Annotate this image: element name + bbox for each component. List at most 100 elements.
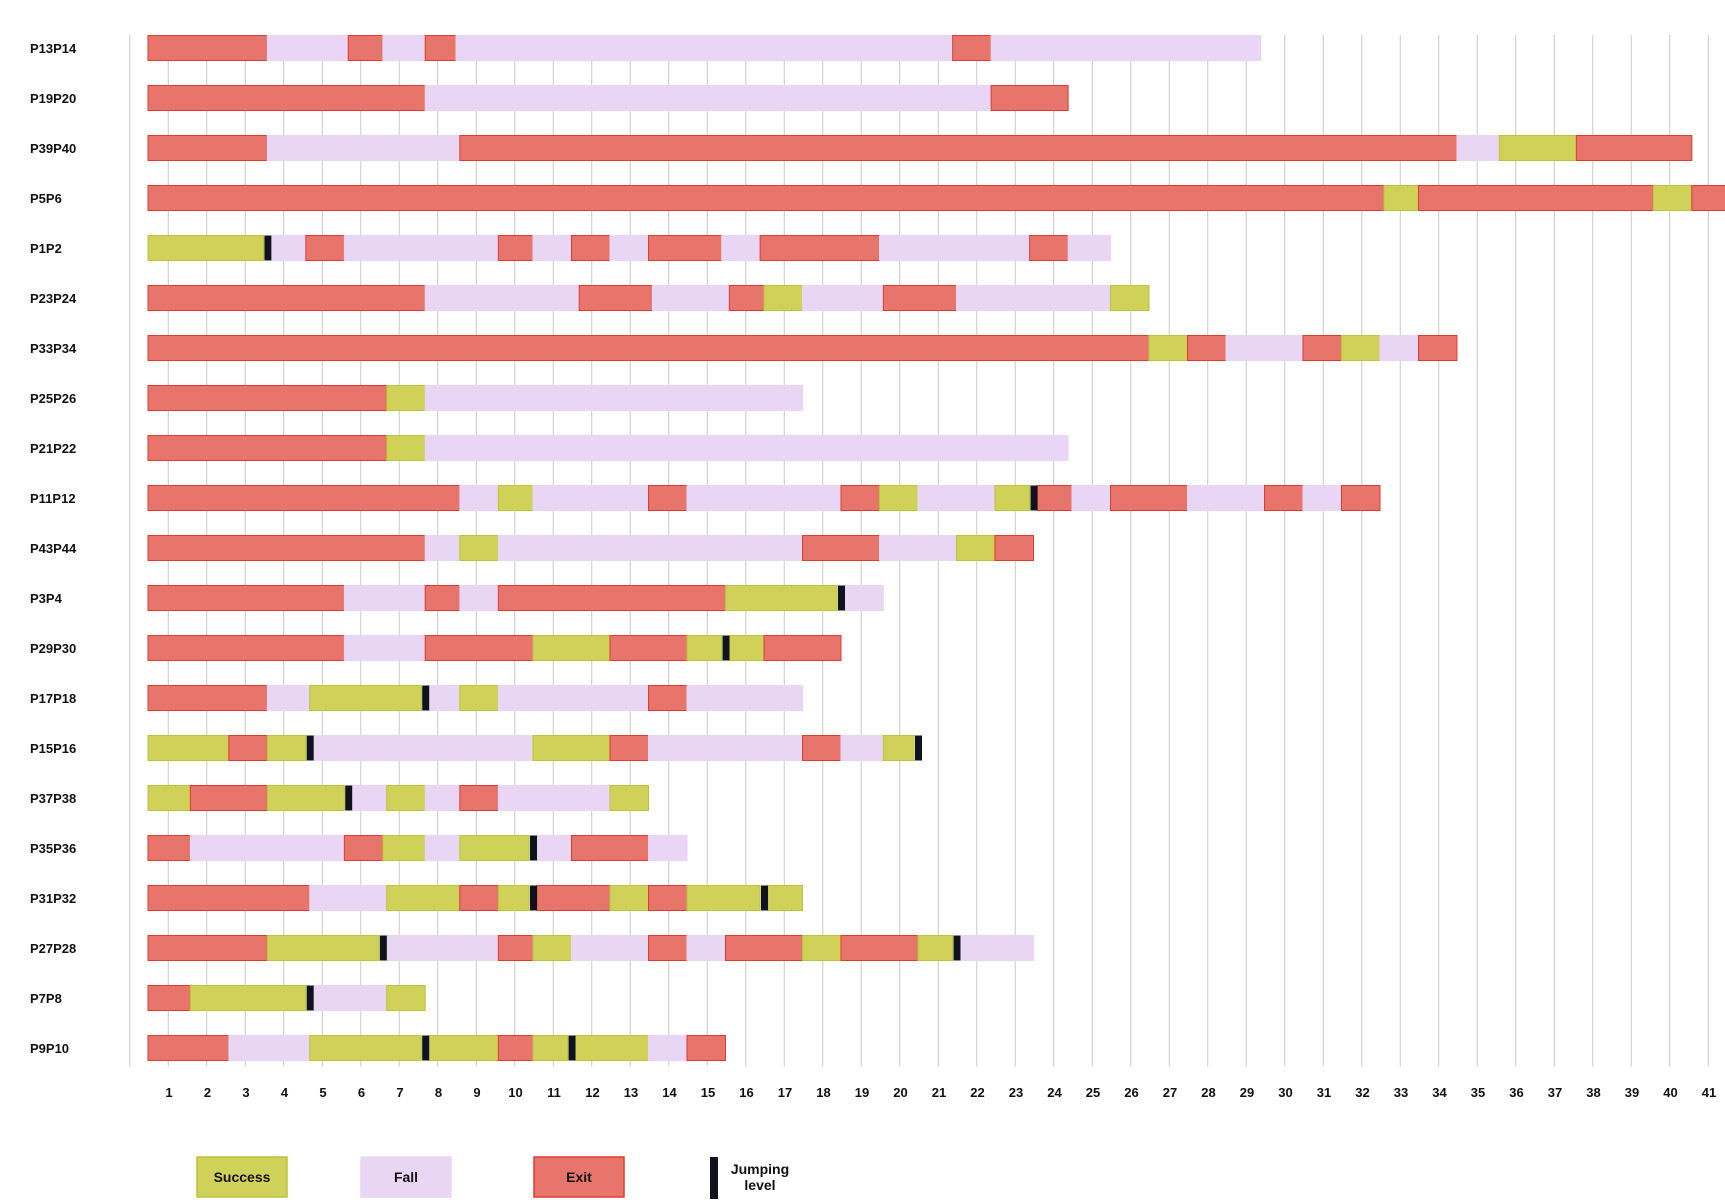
fall-segment [497, 685, 649, 711]
x-tick-label: 38 [1586, 1085, 1600, 1100]
jump-marker [530, 835, 537, 861]
success-segment [1498, 135, 1577, 161]
fall-segment [686, 485, 842, 511]
fall-segment [532, 485, 649, 511]
fall-segment [424, 785, 461, 811]
fall-segment [1456, 135, 1500, 161]
success-segment [497, 885, 530, 911]
success-segment [497, 485, 534, 511]
jump-marker [422, 1035, 430, 1061]
success-segment [309, 685, 422, 711]
jump-marker [306, 985, 314, 1011]
row-label: P43P44 [30, 541, 77, 556]
success-segment [956, 535, 996, 561]
fall-segment [1071, 485, 1111, 511]
fall-segment [266, 35, 349, 61]
exit-segment [578, 285, 653, 311]
exit-segment [147, 335, 1150, 361]
success-segment [725, 585, 838, 611]
jump-marker [345, 785, 353, 811]
fall-segment [959, 935, 1034, 961]
exit-segment [648, 485, 688, 511]
x-tick-label: 4 [281, 1085, 289, 1100]
row-label: P33P34 [30, 341, 77, 356]
x-tick-label: 25 [1086, 1085, 1100, 1100]
row-label: P9P10 [30, 1041, 69, 1056]
exit-segment [347, 35, 384, 61]
x-tick-label: 36 [1509, 1085, 1523, 1100]
x-tick-label: 40 [1663, 1085, 1677, 1100]
x-axis-ticks: 1 2 3 4 5 6 7 8 9 10 11 12 13 14 15 16 17 18 19 20 21 22 23 24 2… [165, 1085, 1716, 1100]
exit-segment [1341, 485, 1381, 511]
row-label: P35P36 [30, 841, 76, 856]
exit-segment [1418, 335, 1458, 361]
success-segment [532, 635, 611, 661]
exit-segment [609, 635, 688, 661]
fall-segment [648, 1035, 688, 1061]
success-segment [1341, 335, 1381, 361]
x-tick-label: 18 [816, 1085, 830, 1100]
fall-segment [802, 285, 884, 311]
x-tick-label: 37 [1548, 1085, 1562, 1100]
exit-segment [990, 85, 1069, 111]
fall-segment [228, 1035, 311, 1061]
success-segment [1148, 335, 1188, 361]
x-tick-label: 5 [319, 1085, 326, 1100]
success-segment [266, 785, 345, 811]
exit-segment [571, 235, 611, 261]
x-tick-label: 16 [739, 1085, 753, 1100]
exit-segment [728, 285, 765, 311]
success-segment [266, 735, 307, 761]
exit-segment [609, 735, 649, 761]
x-tick-label: 41 [1702, 1085, 1716, 1100]
fall-segment [424, 385, 803, 411]
fall-segment [917, 485, 996, 511]
exit-segment [1264, 485, 1304, 511]
fall-segment [266, 685, 311, 711]
row-label: P7P8 [30, 991, 62, 1006]
success-segment [686, 635, 723, 661]
fall-segment [343, 235, 499, 261]
success-segment [609, 885, 649, 911]
success-segment [532, 1035, 569, 1061]
success-segment [386, 785, 426, 811]
success-segment [147, 785, 191, 811]
x-tick-label: 22 [970, 1085, 984, 1100]
exit-segment [147, 685, 268, 711]
jump-marker [915, 735, 922, 761]
legend-label: Success [214, 1169, 271, 1185]
x-tick-label: 29 [1240, 1085, 1254, 1100]
fall-segment [459, 585, 499, 611]
success-segment [386, 985, 426, 1011]
fall-segment [309, 885, 388, 911]
success-segment [532, 935, 572, 961]
success-segment [266, 935, 380, 961]
exit-segment [1036, 485, 1073, 511]
x-tick-label: 33 [1394, 1085, 1408, 1100]
x-tick-label: 34 [1432, 1085, 1447, 1100]
x-tick-label: 1 [165, 1085, 172, 1100]
exit-segment [763, 635, 842, 661]
success-segment [309, 1035, 422, 1061]
exit-segment [1029, 235, 1069, 261]
fall-segment [382, 35, 426, 61]
jump-marker [953, 935, 961, 961]
exit-segment [802, 735, 842, 761]
x-tick-label: 31 [1317, 1085, 1331, 1100]
row-label: P39P40 [30, 141, 76, 156]
exit-segment [147, 835, 191, 861]
x-tick-label: 2 [204, 1085, 211, 1100]
fall-segment [424, 535, 461, 561]
row-label: P5P6 [30, 191, 62, 206]
fall-segment [343, 635, 426, 661]
fall-segment [1379, 335, 1419, 361]
success-segment [1652, 185, 1693, 211]
row-label: P15P16 [30, 741, 76, 756]
success-segment [386, 385, 426, 411]
exit-segment [459, 885, 499, 911]
x-tick-label: 21 [932, 1085, 946, 1100]
fall-segment [343, 585, 426, 611]
fall-segment [686, 685, 803, 711]
success-segment [428, 1035, 499, 1061]
exit-segment [147, 435, 388, 461]
